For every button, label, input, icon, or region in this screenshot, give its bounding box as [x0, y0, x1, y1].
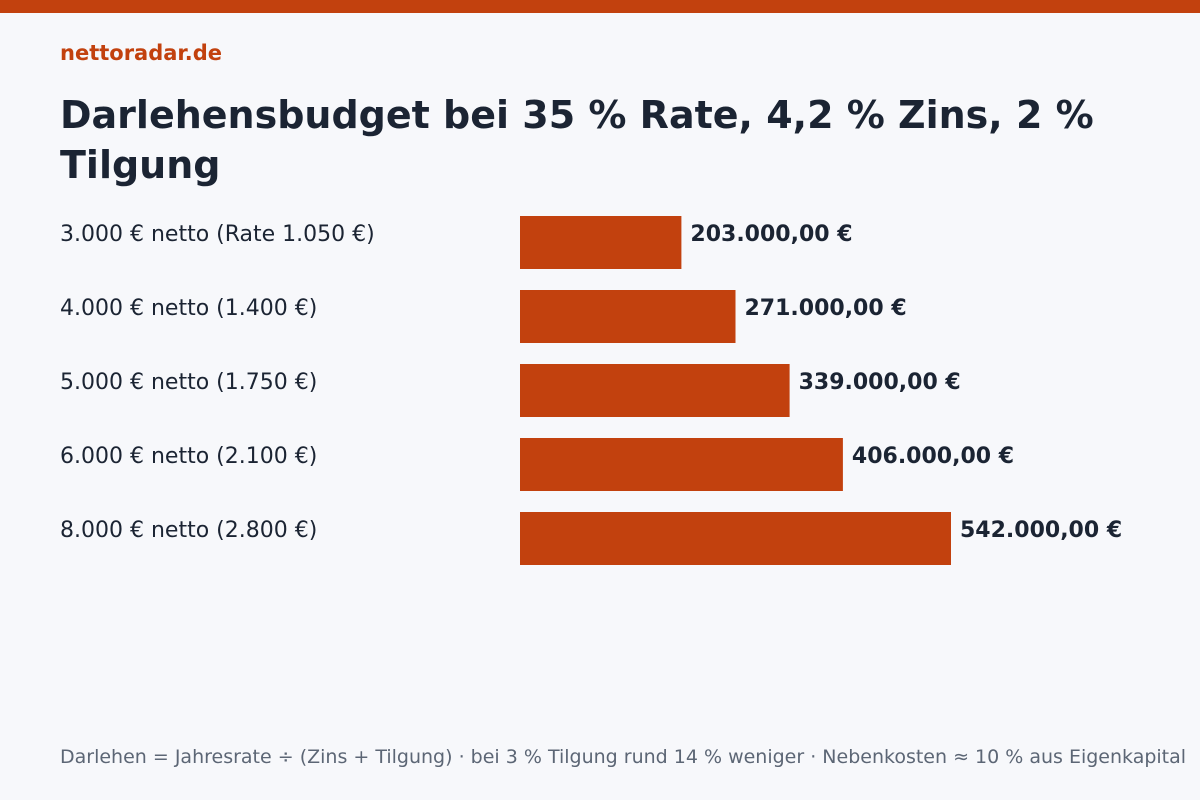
- value-label: 203.000,00 €: [690, 222, 852, 247]
- value-label: 406.000,00 €: [852, 444, 1014, 469]
- bar: [520, 438, 843, 491]
- bar: [520, 290, 736, 343]
- bar: [520, 364, 790, 417]
- category-label: 6.000 € netto (2.100 €): [60, 444, 317, 469]
- footnote: Darlehen = Jahresrate ÷ (Zins + Tilgung)…: [60, 746, 1187, 768]
- category-label: 4.000 € netto (1.400 €): [60, 296, 317, 321]
- value-label: 339.000,00 €: [799, 370, 961, 395]
- bar: [520, 512, 951, 565]
- value-label: 271.000,00 €: [745, 296, 907, 321]
- chart-title: Darlehensbudget bei 35 % Rate, 4,2 % Zin…: [60, 93, 1094, 187]
- category-label: 5.000 € netto (1.750 €): [60, 370, 317, 395]
- top-accent-bar: [0, 0, 1200, 13]
- value-label: 542.000,00 €: [960, 518, 1122, 543]
- category-label: 3.000 € netto (Rate 1.050 €): [60, 222, 375, 247]
- category-label: 8.000 € netto (2.800 €): [60, 518, 317, 543]
- bar: [520, 216, 682, 269]
- brand-name[interactable]: nettoradar.de: [60, 41, 223, 65]
